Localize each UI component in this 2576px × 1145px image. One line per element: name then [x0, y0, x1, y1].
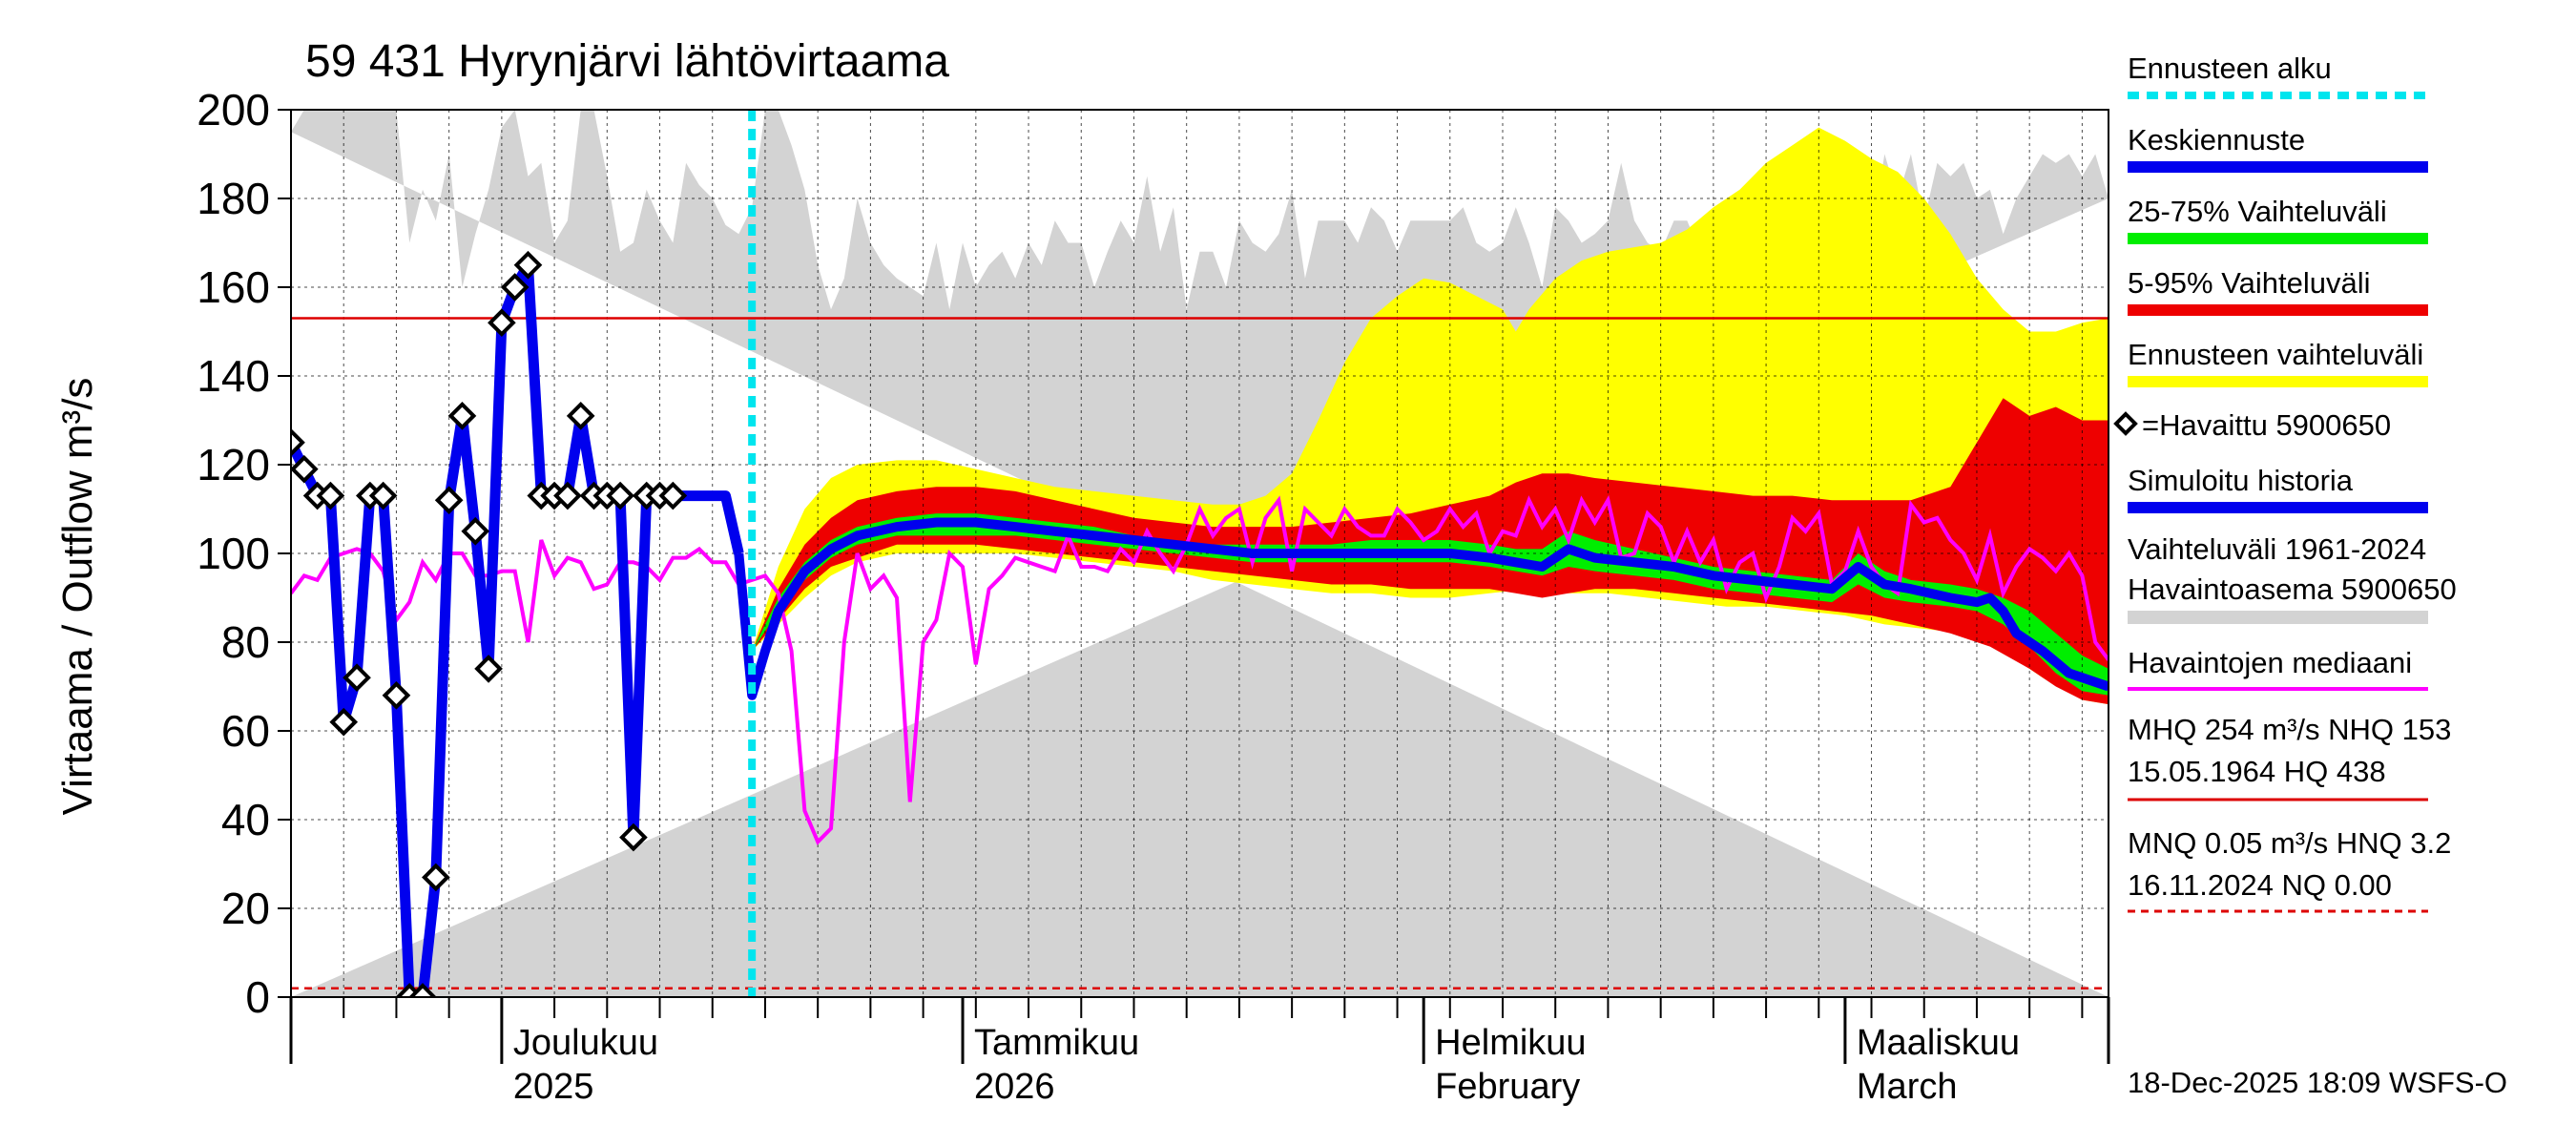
- legend-label-ennusteen-alku: Ennusteen alku: [2128, 52, 2332, 85]
- y-tick-label: 140: [197, 351, 270, 401]
- y-tick-label: 60: [221, 706, 270, 756]
- observed-point-marker: [619, 822, 648, 852]
- median-series-line: [291, 494, 2109, 845]
- observed-point-marker: [566, 402, 595, 430]
- x-year-label: 2025: [513, 1067, 594, 1107]
- legend-symbol-havaittu: [2113, 411, 2138, 436]
- observed-point-marker: [408, 983, 437, 997]
- legend-label-havaittu: =Havaittu 5900650: [2142, 408, 2391, 442]
- chart-title: 59 431 Hyrynjärvi lähtövirtaama: [305, 36, 949, 87]
- footer-timestamp: 18-Dec-2025 18:09 WSFS-O: [2128, 1066, 2507, 1099]
- y-tick-label: 80: [221, 617, 270, 667]
- legend-label-5-95: 5-95% Vaihteluväli: [2128, 266, 2370, 300]
- observed-point-marker: [447, 402, 477, 430]
- observed-point-marker: [434, 486, 464, 515]
- observed-point-marker: [291, 454, 319, 484]
- legend-mnq-line-1: MNQ 0.05 m³/s HNQ 3.2: [2128, 826, 2451, 860]
- legend-mnq-line-2: 16.11.2024 NQ 0.00: [2128, 868, 2392, 902]
- y-tick-label: 200: [197, 85, 270, 135]
- legend-label-simuloitu: Simuloitu historia: [2128, 464, 2354, 497]
- observed-point-marker: [500, 273, 530, 302]
- legend-label-median: Havaintojen mediaani: [2128, 646, 2412, 679]
- legend-mhq-line-2: 15.05.1964 HQ 438: [2128, 755, 2386, 788]
- observed-point-marker: [553, 481, 582, 510]
- observed-point-marker: [461, 516, 490, 546]
- y-tick-label: 100: [197, 529, 270, 578]
- x-month-label: Tammikuu: [974, 1023, 1139, 1063]
- x-year-label: 2026: [974, 1067, 1055, 1107]
- legend-label-range-1: Vaihteluväli 1961-2024: [2128, 532, 2426, 566]
- legend-symbol-range: [2128, 611, 2428, 624]
- y-tick-label: 180: [197, 174, 270, 223]
- legend-label-25-75: 25-75% Vaihteluväli: [2128, 195, 2387, 228]
- x-month-label: Helmikuu: [1435, 1023, 1586, 1063]
- x-year-label: March: [1857, 1067, 1958, 1107]
- observed-point-marker: [606, 481, 634, 510]
- observed-point-marker: [368, 481, 398, 510]
- observed-point-marker: [474, 655, 503, 683]
- observed-point-marker: [382, 680, 411, 710]
- x-month-label: Joulukuu: [513, 1023, 658, 1063]
- observed-point-marker: [329, 707, 359, 737]
- observed-point-marker: [488, 308, 516, 338]
- x-year-label: February: [1435, 1067, 1580, 1107]
- y-tick-label: 40: [221, 795, 270, 844]
- y-tick-label: 20: [221, 884, 270, 933]
- observed-point-marker: [513, 250, 543, 280]
- observed-point-marker: [291, 427, 305, 457]
- observed-point-marker: [658, 481, 688, 510]
- observed-point-marker: [343, 663, 371, 693]
- observed-point-marker: [316, 481, 345, 510]
- y-tick-label: 120: [197, 440, 270, 489]
- y-axis-label: Virtaama / Outflow m³/s: [54, 378, 101, 816]
- y-tick-label: 0: [245, 972, 270, 1022]
- legend-label-ennusteen-vaihteluvali: Ennusteen vaihteluväli: [2128, 338, 2423, 371]
- legend-label-range-2: Havaintoasema 5900650: [2128, 572, 2457, 606]
- y-tick-label: 160: [197, 262, 270, 312]
- legend-mhq-line-1: MHQ 254 m³/s NHQ 153: [2128, 713, 2451, 746]
- legend-label-keskiennuste: Keskiennuste: [2128, 123, 2305, 156]
- observed-point-marker: [422, 863, 450, 892]
- plot-area: [291, 110, 2109, 997]
- legend: Ennusteen alku Keskiennuste 25-75% Vaiht…: [2113, 52, 2457, 913]
- mean-forecast-line: [734, 517, 2109, 700]
- x-month-label: Maaliskuu: [1857, 1023, 2020, 1063]
